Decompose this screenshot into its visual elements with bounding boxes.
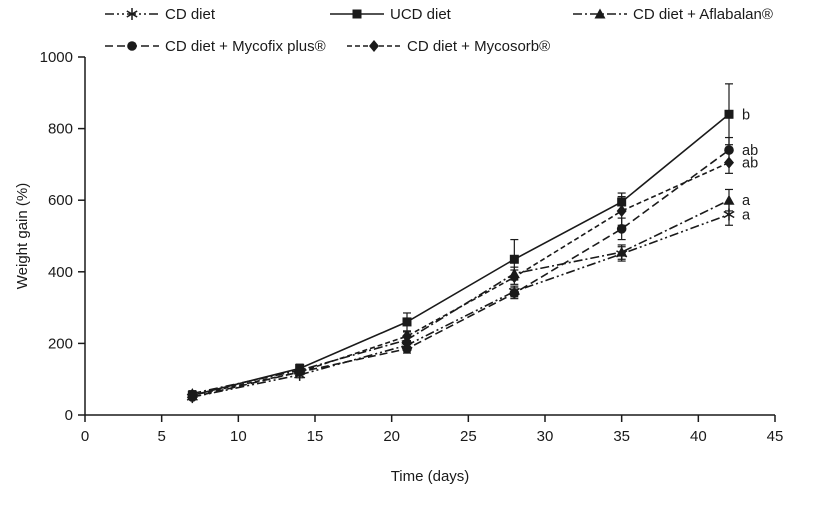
legend-item-2: CD diet + Aflabalan®: [573, 5, 773, 23]
diamond-marker: [724, 156, 734, 169]
series-0: a: [186, 203, 751, 404]
legend-label: CD diet + Mycosorb®: [407, 37, 551, 55]
y-axis-title: Weight gain (%): [14, 182, 31, 290]
circle-marker: [127, 41, 137, 51]
significance-label: a: [742, 193, 751, 209]
triangle-marker: [723, 194, 735, 205]
series-line: [192, 161, 730, 397]
series-2: a: [186, 188, 751, 399]
legend-item-3: CD diet + Mycofix plus®: [105, 37, 326, 55]
square-marker: [402, 317, 412, 327]
legend-item-1: UCD diet: [330, 5, 451, 23]
diamond-marker: [187, 389, 198, 402]
series-line: [192, 149, 730, 398]
diamond-marker: [294, 366, 305, 379]
y-tick-label: 1000: [40, 49, 73, 66]
x-tick-label: 15: [307, 428, 324, 445]
legend-label: CD diet + Aflabalan®: [633, 5, 773, 23]
x-tick-label: 35: [613, 428, 630, 445]
legend-sample-square-icon: [330, 9, 384, 19]
x-tick-label: 5: [157, 428, 165, 445]
y-tick-label: 200: [48, 335, 73, 352]
y-tick-label: 0: [65, 407, 73, 424]
significance-label: ab: [742, 143, 758, 159]
square-marker: [509, 254, 519, 264]
circle-marker: [509, 288, 520, 299]
asterisk-marker: [126, 8, 138, 20]
triangle-marker: [594, 8, 606, 19]
series-1: b: [187, 83, 750, 400]
x-tick-label: 20: [383, 428, 400, 445]
circle-marker: [616, 224, 627, 234]
legend-item-4: CD diet + Mycosorb®: [347, 37, 551, 55]
diamond-marker: [616, 204, 627, 217]
circle-marker: [402, 343, 412, 354]
series-line: [192, 199, 730, 395]
legend-label: CD diet + Mycofix plus®: [165, 37, 326, 55]
square-marker: [352, 9, 362, 19]
legend-sample-circle-icon: [105, 41, 159, 51]
legend-label: CD diet: [165, 5, 216, 23]
series-line: [192, 113, 730, 397]
series-4: ab: [187, 151, 758, 402]
triangle-marker: [616, 246, 628, 257]
significance-label: a: [742, 208, 751, 224]
significance-label: ab: [742, 156, 758, 172]
x-tick-label: 10: [230, 428, 247, 445]
x-tick-label: 25: [460, 428, 477, 445]
circle-marker: [724, 145, 734, 155]
y-tick-label: 400: [48, 264, 73, 281]
legend-sample-triangle-icon: [573, 8, 627, 19]
diamond-marker: [509, 271, 520, 284]
square-marker: [724, 109, 734, 119]
x-tick-label: 40: [690, 428, 707, 445]
x-tick-label: 45: [767, 428, 784, 445]
x-axis-title: Time (days): [390, 468, 470, 485]
x-tick-label: 30: [537, 428, 554, 445]
y-tick-label: 600: [48, 192, 73, 209]
legend-label: UCD diet: [390, 5, 451, 23]
legend-sample-asterisk-icon: [105, 8, 159, 20]
series-3: ab: [187, 136, 758, 402]
series-line: [192, 213, 730, 398]
significance-label: b: [742, 107, 750, 123]
diamond-marker: [402, 330, 412, 343]
diamond-marker: [369, 40, 379, 52]
y-tick-label: 800: [48, 121, 73, 138]
legend-item-0: CD diet: [105, 5, 216, 23]
x-tick-label: 0: [81, 428, 89, 445]
legend-sample-diamond-icon: [347, 40, 401, 52]
